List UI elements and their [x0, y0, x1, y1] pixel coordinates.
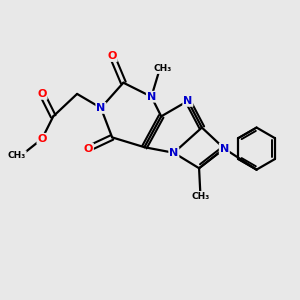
Text: N: N [147, 92, 156, 102]
Text: N: N [183, 96, 193, 106]
Text: O: O [107, 51, 117, 61]
Text: O: O [37, 134, 47, 144]
Text: CH₃: CH₃ [8, 151, 26, 160]
Text: CH₃: CH₃ [191, 192, 210, 201]
Text: O: O [84, 144, 93, 154]
Text: N: N [96, 103, 106, 113]
Text: N: N [220, 144, 229, 154]
Text: CH₃: CH₃ [154, 64, 172, 73]
Text: O: O [37, 89, 47, 99]
Text: N: N [169, 148, 178, 158]
